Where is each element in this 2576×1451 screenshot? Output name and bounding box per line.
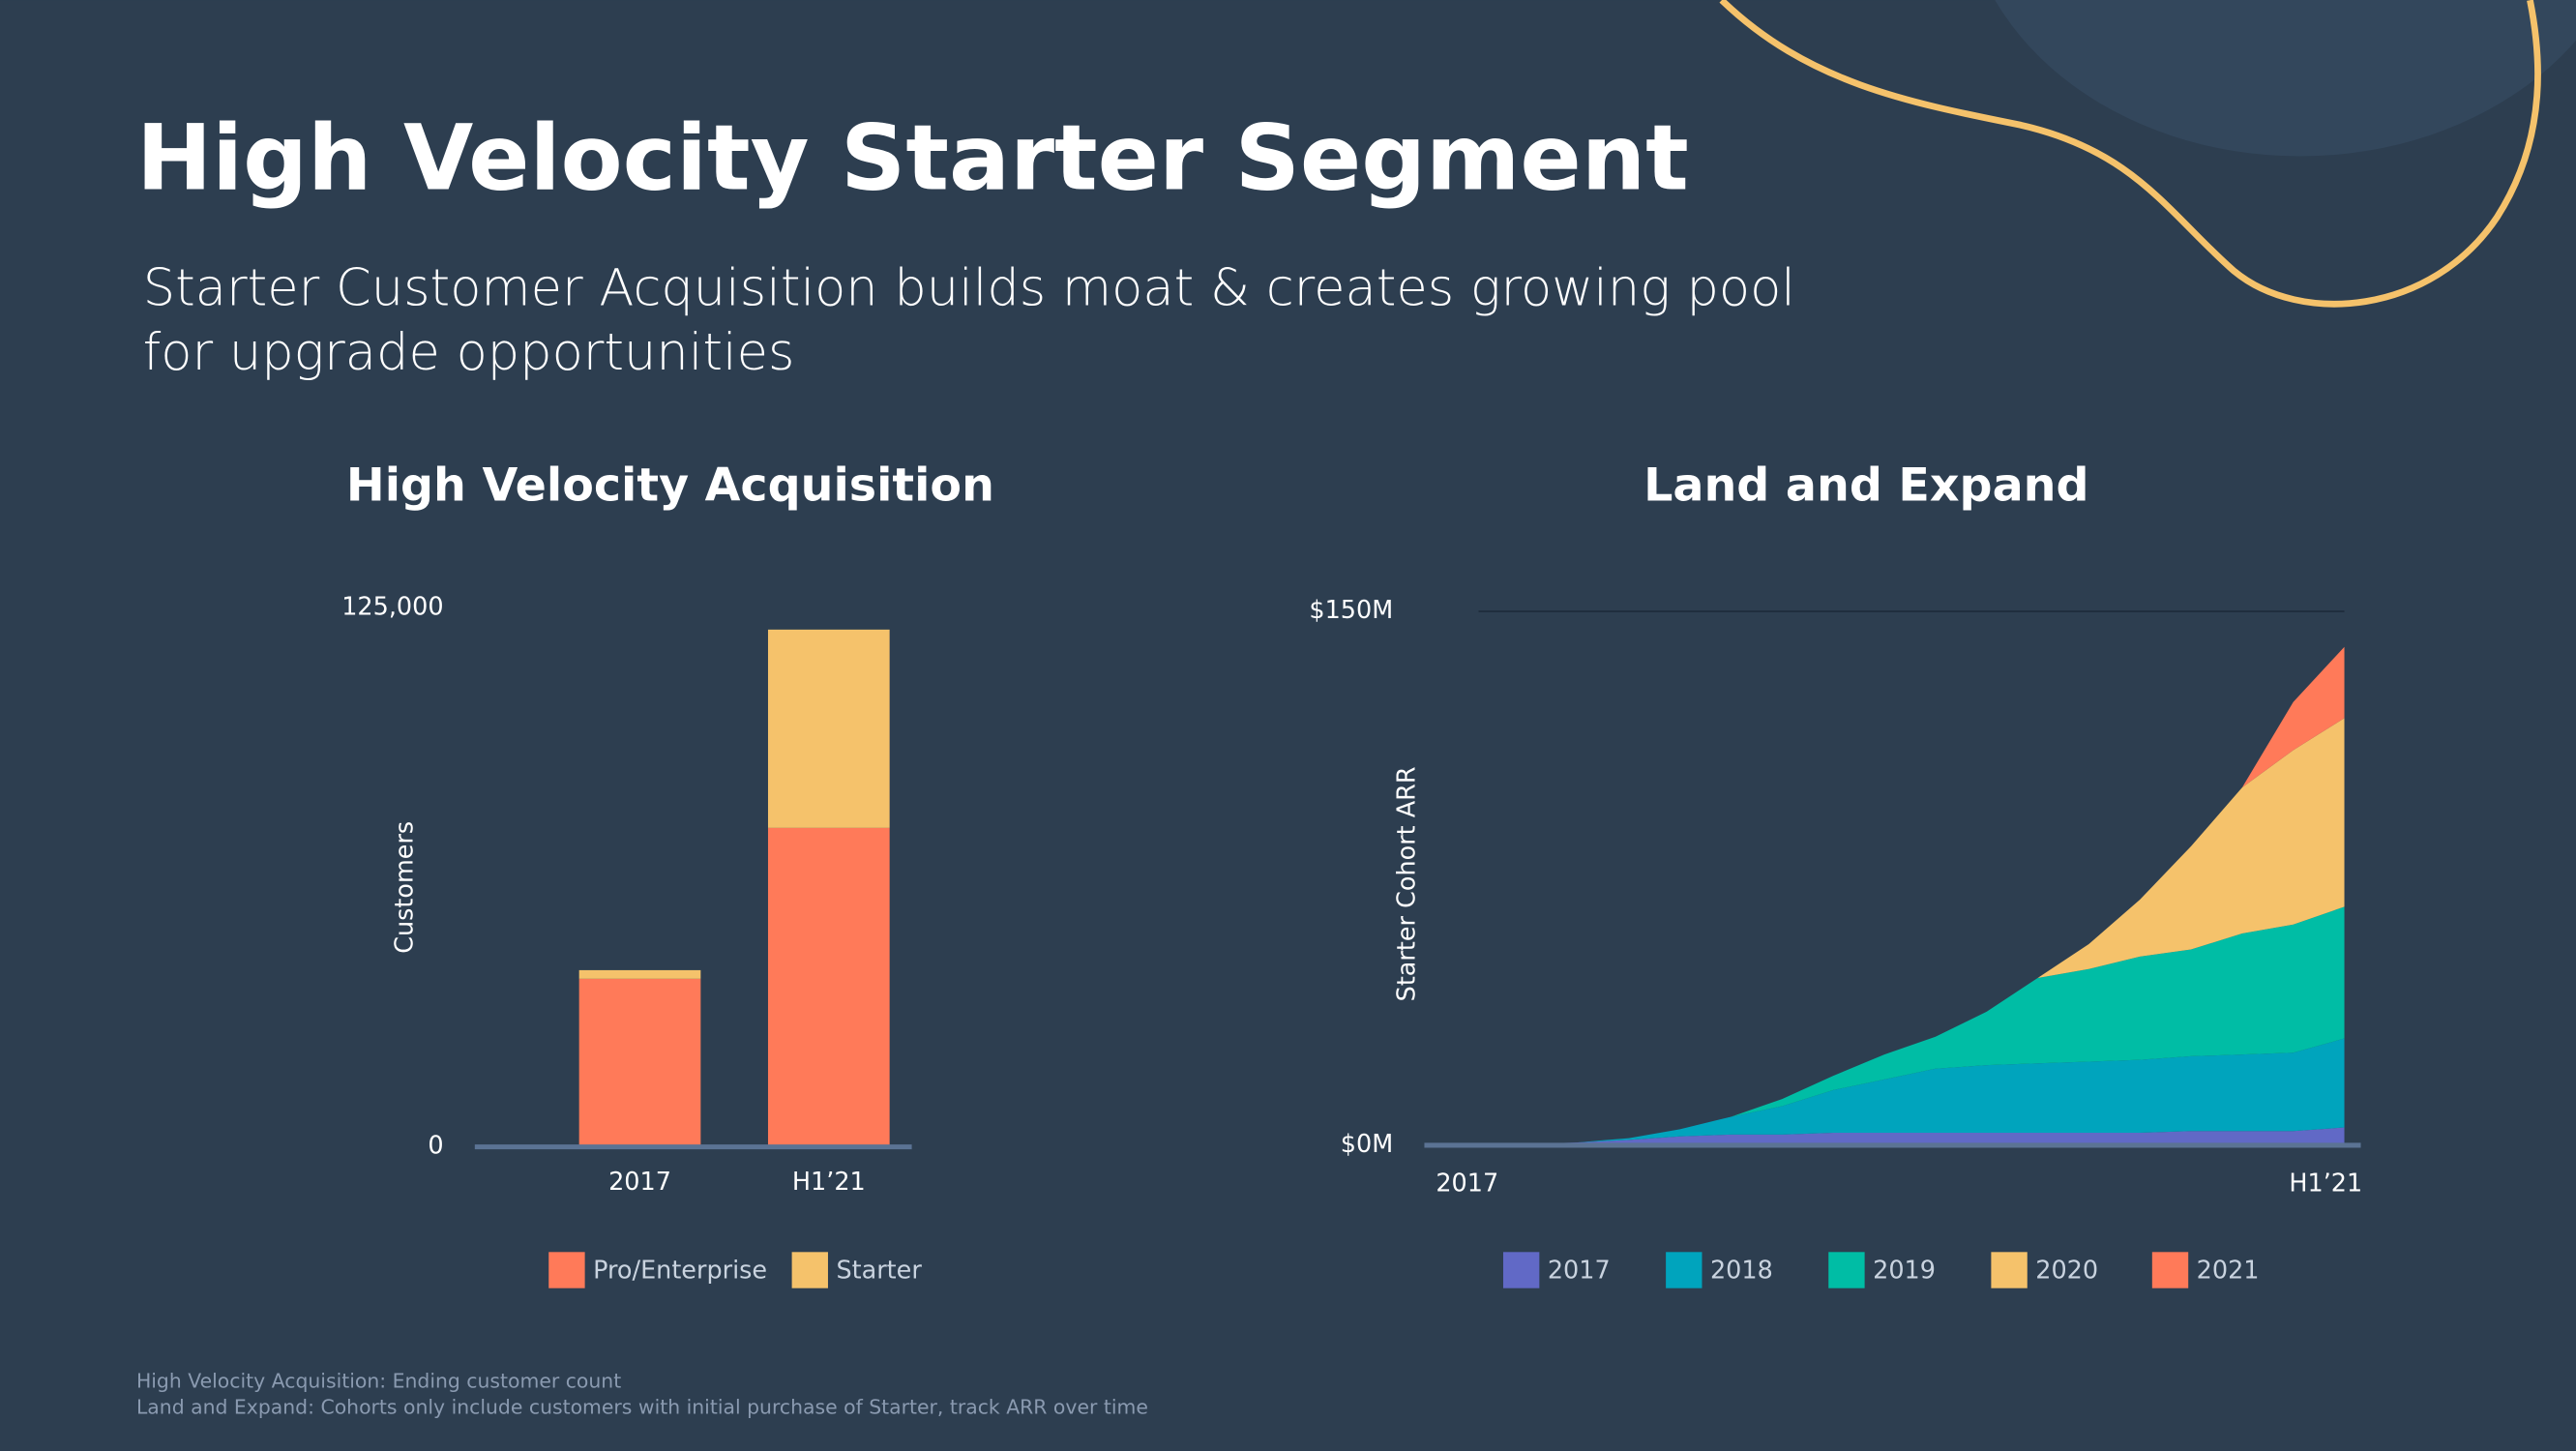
footnote: High Velocity Acquisition: Ending custom… xyxy=(136,1369,621,1392)
legend-swatch xyxy=(791,1252,828,1288)
y-axis-label: Starter Cohort ARR xyxy=(1392,766,1421,1001)
legend-label: 2020 xyxy=(2035,1257,2098,1286)
chart-title: High Velocity Acquisition xyxy=(346,459,994,513)
legend-swatch xyxy=(2151,1252,2189,1288)
legend-label: 2018 xyxy=(1710,1257,1773,1286)
bar-segment xyxy=(578,969,701,979)
decor-blob xyxy=(1995,0,2576,157)
bar-segment xyxy=(578,978,701,1147)
subtitle: Starter Customer Acquisition builds moat… xyxy=(143,259,1795,318)
legend-label: 2019 xyxy=(1873,1257,1936,1286)
legend-swatch xyxy=(1828,1252,1865,1288)
legend-label: Starter xyxy=(836,1257,922,1286)
y-tick-label: 125,000 xyxy=(341,593,443,622)
bar-segment xyxy=(767,827,890,1147)
footnote: Land and Expand: Cohorts only include cu… xyxy=(136,1396,1148,1419)
subtitle: for upgrade opportunities xyxy=(143,323,795,382)
chart-title: Land and Expand xyxy=(1643,459,2089,513)
legend-label: 2021 xyxy=(2197,1257,2260,1286)
y-axis-label: Customers xyxy=(390,821,419,954)
x-tick-label: 2017 xyxy=(1436,1170,1498,1199)
legend-swatch xyxy=(1502,1252,1540,1288)
x-tick-label: 2017 xyxy=(608,1168,671,1197)
legend-label: 2017 xyxy=(1548,1257,1611,1286)
area xyxy=(1424,1127,2345,1145)
area xyxy=(1424,906,2345,1145)
bar-segment xyxy=(767,629,890,828)
legend-swatch xyxy=(1991,1252,2028,1288)
legend-swatch xyxy=(548,1252,585,1288)
legend-label: Pro/Enterprise xyxy=(593,1257,767,1286)
area xyxy=(1424,718,2345,1145)
decor-curve xyxy=(1719,0,2541,308)
y-tick-label: $150M xyxy=(1309,596,1393,625)
slide-title: High Velocity Starter Segment xyxy=(136,105,1689,211)
x-tick-label: H1’21 xyxy=(792,1168,866,1197)
y-tick-label: $0M xyxy=(1341,1130,1393,1159)
x-tick-label: H1’21 xyxy=(2289,1170,2362,1199)
area xyxy=(1424,1038,2345,1145)
y-tick-label: 0 xyxy=(428,1132,443,1161)
legend-swatch xyxy=(1666,1252,1703,1288)
